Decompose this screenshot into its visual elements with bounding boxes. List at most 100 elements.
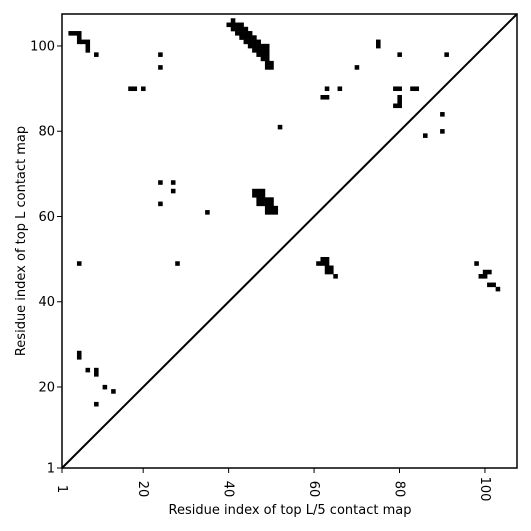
contact-cell <box>277 124 283 130</box>
contact-cell <box>252 48 257 53</box>
contact-cell <box>264 205 270 211</box>
contact-cell <box>235 22 240 28</box>
contact-cell <box>76 355 82 360</box>
contact-cell <box>256 188 261 194</box>
contact-cell <box>256 48 261 53</box>
y-tick-label: 60 <box>38 210 55 225</box>
contact-cell <box>256 193 261 198</box>
contact-cell <box>474 261 479 266</box>
y-tick-label: 20 <box>38 381 55 396</box>
contact-cell <box>260 201 266 207</box>
contact-cell <box>444 52 449 57</box>
contact-cell <box>256 43 261 49</box>
contact-cell <box>256 39 261 45</box>
contact-cell <box>273 205 279 211</box>
contact-cell <box>226 22 232 28</box>
contact-cell <box>264 48 270 53</box>
contact-cell <box>324 261 330 266</box>
contact-cell <box>94 372 99 377</box>
contact-cell <box>235 31 240 36</box>
contact-cell <box>397 103 402 109</box>
contact-cell <box>376 39 381 45</box>
diagonal-line <box>61 13 518 469</box>
contact-cell <box>397 52 402 57</box>
contact-cell <box>482 274 488 279</box>
contact-cell <box>239 35 244 40</box>
contact-cells <box>68 18 501 407</box>
contact-cell <box>85 43 91 49</box>
contact-cell <box>170 188 176 194</box>
contact-cell <box>440 112 445 117</box>
contact-cell <box>247 43 253 49</box>
contact-cell <box>397 86 402 92</box>
y-tick-label: 80 <box>38 125 55 140</box>
y-tick-label: 1 <box>47 462 55 477</box>
contact-cell <box>260 56 266 62</box>
contact-cell <box>410 86 415 92</box>
contact-cell <box>252 35 257 40</box>
contact-cell <box>324 256 330 262</box>
contact-cell <box>175 261 180 266</box>
contact-cell <box>264 60 270 66</box>
x-tick-label: 60 <box>306 481 321 498</box>
x-tick-label: 1 <box>54 485 69 493</box>
contact-cell <box>247 31 253 36</box>
contact-cell <box>260 197 266 202</box>
contact-cell <box>491 282 496 288</box>
contact-cell <box>376 43 381 49</box>
plot-area <box>61 13 518 469</box>
contact-cell <box>324 269 330 275</box>
contact-cell <box>260 52 266 57</box>
y-tick-label: 100 <box>30 39 55 54</box>
contact-cell <box>324 265 330 271</box>
contact-cell <box>230 22 236 28</box>
contact-cell <box>260 48 266 53</box>
contact-cell <box>256 201 261 207</box>
contact-cell <box>329 265 334 271</box>
contact-cell <box>205 210 210 215</box>
contact-cell <box>132 86 138 92</box>
contact-cell <box>243 39 249 45</box>
contact-cell <box>230 18 236 23</box>
contact-cell <box>158 180 163 185</box>
contact-cell <box>102 384 108 390</box>
contact-cell <box>316 261 321 266</box>
contact-cell <box>243 35 249 40</box>
contact-cell <box>239 26 244 32</box>
contact-cell <box>264 56 270 62</box>
contact-cell <box>243 31 249 36</box>
contact-cell <box>94 367 99 373</box>
contact-cell <box>397 95 402 100</box>
contact-cell <box>264 210 270 215</box>
contact-cell <box>487 269 492 275</box>
x-axis: 1 20 40 60 80 100 <box>54 468 492 501</box>
contact-cell <box>273 210 279 215</box>
contact-cell <box>264 201 270 207</box>
contact-cell <box>393 103 398 109</box>
contact-cell <box>128 86 133 92</box>
contact-cell <box>158 201 163 207</box>
contact-cell <box>269 197 274 202</box>
contact-cell <box>85 48 91 53</box>
contact-cell <box>264 52 270 57</box>
contact-cell <box>76 35 82 40</box>
x-tick-label: 100 <box>477 477 492 502</box>
y-axis-label: Residue index of top L contact map <box>14 126 29 356</box>
contact-cell <box>111 389 116 394</box>
contact-cell <box>252 43 257 49</box>
contact-cell <box>247 35 253 40</box>
contact-cell <box>337 86 343 92</box>
contact-cell <box>81 39 86 45</box>
contact-cell <box>243 26 249 32</box>
contact-cell <box>256 197 261 202</box>
x-tick-label: 20 <box>135 481 150 498</box>
contact-cell <box>440 129 445 134</box>
contact-cell <box>260 188 266 194</box>
contact-cell <box>354 65 360 70</box>
contact-cell <box>239 22 244 28</box>
contact-cell <box>85 367 91 373</box>
contact-cell <box>252 39 257 45</box>
contact-cell <box>495 286 501 292</box>
contact-cell <box>264 65 270 70</box>
contact-cell <box>329 269 334 275</box>
